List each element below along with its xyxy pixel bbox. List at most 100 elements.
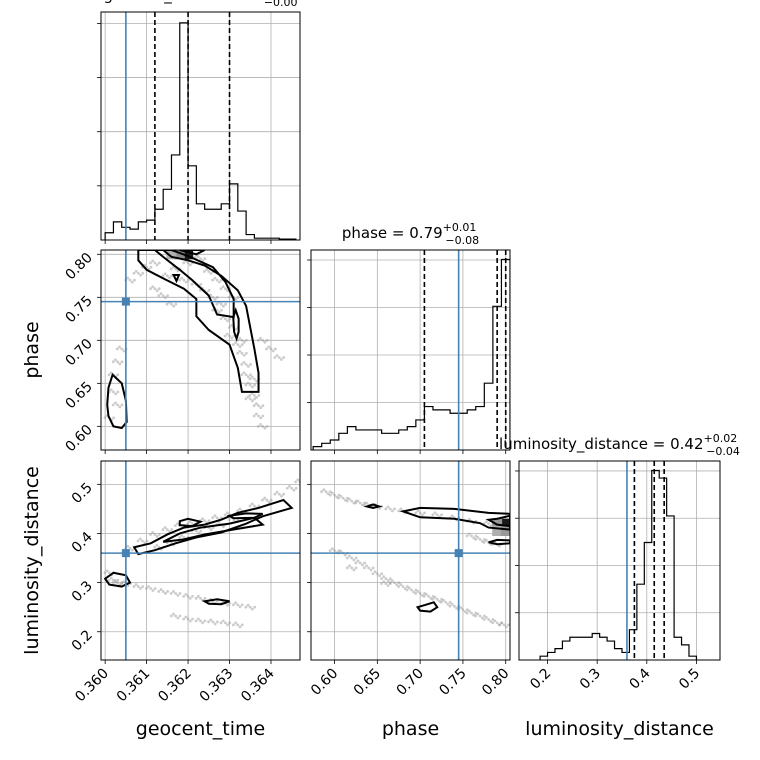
sample-point [111,360,115,364]
sample-point [380,572,384,576]
sample-point [201,621,205,625]
sample-point [149,261,152,265]
sample-point [240,603,244,607]
sample-point [136,585,140,588]
sample-point [502,623,506,627]
sample-point [165,302,169,306]
sample-point [112,416,116,420]
sample-point [448,604,452,608]
sample-point [259,336,262,340]
sample-point [263,340,267,344]
sample-point [223,621,227,625]
sample-point [136,539,140,543]
density-block [166,250,177,260]
sample-point [296,478,300,482]
sample-point [248,504,252,508]
sample-point [157,294,161,297]
sample-point [414,511,418,515]
sample-point [373,570,377,574]
sample-point [386,584,390,587]
sample-point [170,274,174,278]
sample-point [482,540,486,544]
sample-point [219,287,223,291]
sample-point [435,597,439,601]
sample-point [248,383,252,387]
sample-point [209,528,213,531]
sample-point [375,572,379,576]
sample-point [207,519,211,523]
sample-point [203,596,207,600]
sample-point [328,549,332,553]
sample-point [257,393,261,397]
sample-point [474,614,478,618]
sample-point [240,343,244,347]
sample-point [188,619,192,623]
sample-point [182,617,186,621]
sample-point [155,543,159,547]
truth-marker [121,297,130,306]
sample-point [487,618,491,621]
sample-point [139,587,142,590]
sample-point [393,581,396,585]
sample-point [352,501,356,505]
sample-point [384,582,388,585]
sample-point [191,594,194,598]
sample-point [399,507,403,511]
sample-point [282,492,286,496]
panel-content [101,250,300,450]
sample-point [478,614,482,618]
sample-point [470,534,473,538]
sample-point [339,494,343,498]
sample-point [254,402,258,406]
sample-point [205,268,208,271]
sample-point [134,583,138,586]
sample-point [388,582,392,585]
sample-point [382,575,386,579]
sample-point [198,289,202,292]
sample-point [226,603,229,607]
panel-frame [100,460,301,661]
truth-marker [121,549,130,558]
sample-point [215,295,219,299]
sample-point [397,585,401,588]
sample-point [252,393,256,397]
sample-point [485,616,488,619]
sample-point [240,623,244,627]
sample-point [191,617,194,621]
sample-point [184,592,188,596]
sample-point [358,561,362,565]
sample-point [356,499,360,503]
sample-point [365,564,368,568]
sample-point [115,347,119,351]
sample-point [244,373,248,377]
panel-frame [310,249,511,451]
sample-point [259,422,262,426]
sample-point [173,524,177,528]
density-block [500,526,510,537]
sample-point [221,619,225,623]
sample-point [322,488,326,492]
sample-point [255,379,258,383]
sample-point [390,509,394,513]
sample-point [271,349,275,353]
sample-point [252,404,256,408]
sample-point [444,600,448,604]
contour-line [178,517,204,528]
sample-point [254,412,258,416]
sample-point [324,490,328,494]
sample-point [255,395,258,399]
panel-phase: phase = 0.79+0.01 −0.08 [307,221,511,454]
sample-point [442,598,446,602]
sample-point [186,278,190,282]
sample-point [493,619,497,623]
sample-point [153,587,157,590]
sample-point [244,363,248,366]
sample-point [244,397,248,401]
sample-point [163,526,167,529]
sample-point [252,377,256,381]
sample-point [222,525,225,529]
sample-point [246,375,250,379]
sample-point [194,619,198,623]
sample-point [130,280,134,284]
sample-point [226,319,229,323]
